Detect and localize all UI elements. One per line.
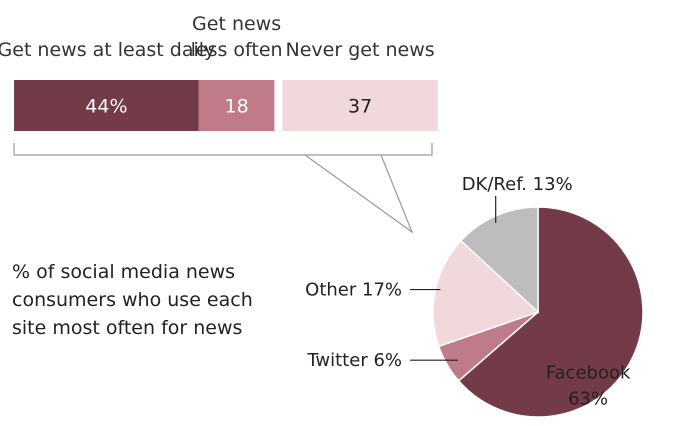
- bar-category-header: less often: [191, 39, 283, 61]
- pie-description-line: site most often for news: [12, 317, 243, 339]
- bar-segment: [198, 80, 275, 131]
- bracket-callout: [13, 143, 433, 234]
- pie-label: Facebook: [546, 362, 631, 383]
- pie-slice: [432, 239, 540, 348]
- bar-category-header: Get news: [192, 13, 281, 35]
- pie-label: Other 17%: [305, 280, 402, 301]
- bracket-line: [13, 143, 433, 156]
- bar-category-header: Never get news: [286, 39, 435, 61]
- bar-value-label: 37: [348, 96, 372, 118]
- bar-segment: [14, 80, 199, 131]
- pie-label: DK/Ref. 13%: [462, 174, 573, 195]
- pie-chart: [432, 206, 644, 418]
- pie-labels: Facebook 63% Twitter 6% Other 17% DK/Ref. 13…: [305, 174, 631, 409]
- pie-slice: [457, 206, 644, 418]
- pie-label: 63%: [568, 388, 608, 409]
- callout-line: [304, 154, 414, 234]
- pie-label: Twitter 6%: [306, 350, 402, 371]
- stacked-bar: 44% 18 37: [14, 80, 438, 131]
- bar-category-header: Get news at least daily: [0, 39, 215, 61]
- bar-category-headers: Get news at least daily Get news less ofte…: [0, 13, 435, 61]
- pie-description-line: consumers who use each: [12, 289, 253, 311]
- bar-value-label: 44%: [85, 96, 127, 118]
- bar-value-label: 18: [225, 96, 249, 118]
- pie-description: % of social media news consumers who use…: [12, 258, 253, 342]
- bar-segment: [282, 80, 438, 131]
- pie-description-line: % of social media news: [12, 261, 236, 283]
